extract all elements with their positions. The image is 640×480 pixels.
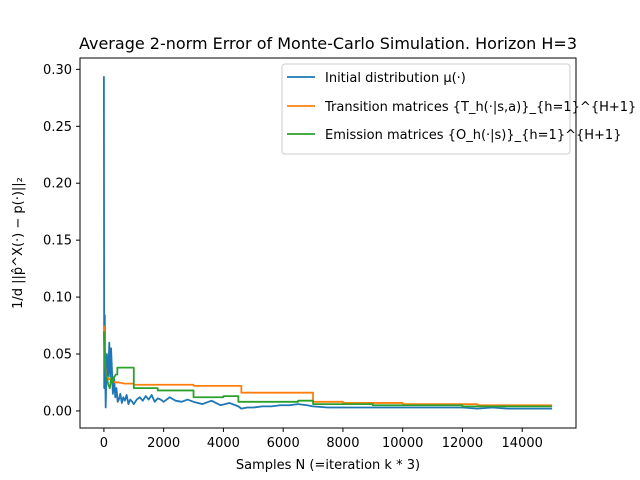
chart-title: Average 2-norm Error of Monte-Carlo Simu… <box>79 34 577 53</box>
x-tick-label: 10000 <box>382 436 423 451</box>
plot-area <box>79 57 577 429</box>
y-tick-label: 0.15 <box>43 234 72 249</box>
series-line-2 <box>103 331 553 408</box>
y-axis: 0.00 0.05 0.10 0.15 0.20 0.25 0.30 <box>43 63 80 419</box>
legend: Initial distribution μ(·) Transition mat… <box>281 63 636 155</box>
y-tick-label: 0.30 <box>43 63 72 78</box>
y-axis-label: 1/d ||p̂^X(·) − p(·)||₂ <box>11 177 26 309</box>
x-tick-label: 2000 <box>147 436 180 451</box>
legend-box <box>281 63 571 155</box>
legend-label-emission: Emission matrices {O_h(·|s)}_{h=1}^{H+1} <box>325 128 621 143</box>
x-tick-label: 4000 <box>207 436 240 451</box>
series-layer <box>103 76 553 410</box>
x-tick-label: 0 <box>100 436 108 451</box>
plot-frame <box>79 57 577 429</box>
y-tick-label: 0.25 <box>43 120 72 135</box>
x-axis: 0 2000 4000 6000 8000 10000 12000 14000 <box>100 428 543 451</box>
x-tick-label: 12000 <box>442 436 483 451</box>
x-tick-label: 6000 <box>267 436 300 451</box>
x-axis-label: Samples N (=iteration k * 3) <box>236 458 420 473</box>
y-tick-label: 0.20 <box>43 177 72 192</box>
series-line-0 <box>103 76 553 410</box>
y-tick-label: 0.05 <box>43 348 72 363</box>
x-tick-label: 8000 <box>326 436 359 451</box>
legend-label-transition: Transition matrices {T_h(·|s,a)}_{h=1}^{… <box>324 100 636 115</box>
x-tick-label: 14000 <box>502 436 543 451</box>
legend-label-initial: Initial distribution μ(·) <box>325 71 466 86</box>
y-tick-label: 0.10 <box>43 291 72 306</box>
y-tick-label: 0.00 <box>43 404 72 419</box>
